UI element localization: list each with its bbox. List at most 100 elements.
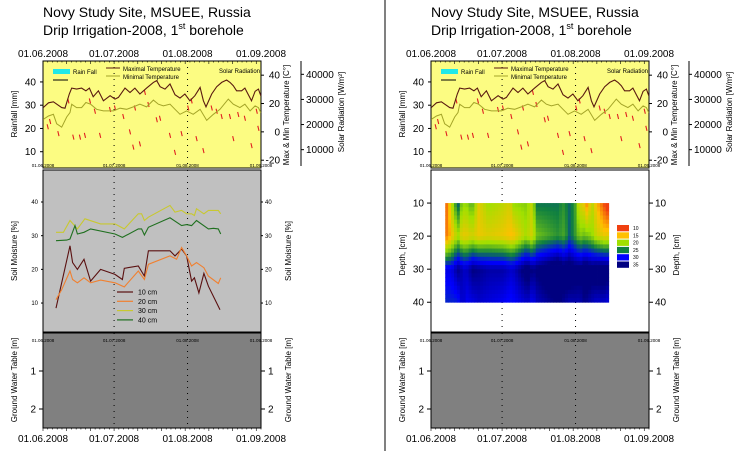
solar-radiation-mark xyxy=(143,89,147,96)
heatmap-cell xyxy=(526,269,531,274)
heatmap-cell xyxy=(544,260,548,266)
heatmap-cell xyxy=(532,244,537,249)
heatmap-cell xyxy=(486,203,490,208)
heatmap-cell xyxy=(594,265,598,270)
heatmap-cell xyxy=(480,231,484,237)
solar-radiation-mark xyxy=(128,129,132,135)
heatmap-cell xyxy=(483,240,487,245)
contour-legend-label: 20 xyxy=(633,241,639,247)
heatmap-cell xyxy=(553,219,557,225)
heatmap-cell xyxy=(582,236,586,241)
heatmap-cell xyxy=(597,211,601,216)
heatmap-cell xyxy=(599,215,604,220)
heatmap-cell xyxy=(465,203,469,208)
heatmap-cell xyxy=(515,252,519,258)
heatmap-cell xyxy=(602,227,607,233)
heatmap-cell xyxy=(576,285,580,291)
heatmap-cell xyxy=(582,211,586,216)
title-part: Drip Irrigation-2008, 1 xyxy=(43,22,179,38)
temperature-tick-label: 0 xyxy=(274,127,280,138)
heatmap-cell xyxy=(506,277,510,282)
heatmap-cell xyxy=(453,298,458,303)
heatmap-cell xyxy=(459,265,464,270)
heatmap-cell xyxy=(483,252,487,258)
heatmap-cell xyxy=(541,240,545,245)
heatmap-cell xyxy=(459,236,464,241)
inner-date-label: 01.07.2008 xyxy=(491,338,514,343)
heatmap-cell xyxy=(582,256,586,262)
heatmap-cell xyxy=(559,248,563,254)
heatmap-cell xyxy=(509,240,513,245)
heatmap-cell xyxy=(497,293,502,299)
heatmap-cell xyxy=(448,256,452,262)
heatmap-cell xyxy=(451,298,455,303)
heatmap-cell xyxy=(448,273,452,278)
heatmap-cell xyxy=(477,207,481,212)
axis-tick-label: 40 xyxy=(413,77,425,88)
heatmap-cell xyxy=(532,248,537,254)
heatmap-cell xyxy=(553,252,557,258)
heatmap-cell xyxy=(535,248,540,254)
heatmap-cell xyxy=(556,248,560,254)
heatmap-cell xyxy=(602,240,607,245)
heatmap-cell xyxy=(535,215,540,220)
heatmap-cell xyxy=(570,207,575,212)
heatmap-cell xyxy=(553,265,557,270)
heatmap-cell xyxy=(573,260,577,266)
bottom-date-label: 01.07.2008 xyxy=(89,434,139,445)
heatmap-cell xyxy=(480,227,484,233)
heatmap-cell xyxy=(451,236,455,241)
heatmap-cell xyxy=(489,203,493,208)
inner-date-label: 01.07.2008 xyxy=(491,163,514,168)
heatmap-cell xyxy=(550,256,554,262)
heatmap-cell xyxy=(509,252,513,258)
heatmap-cell xyxy=(579,240,583,245)
heatmap-cell xyxy=(602,211,607,216)
heatmap-cell xyxy=(509,293,513,299)
heatmap-cell xyxy=(462,240,467,245)
heatmap-cell xyxy=(532,207,537,212)
heatmap-cell xyxy=(518,231,522,237)
heatmap-cell xyxy=(474,203,478,208)
solar-radiation-mark xyxy=(46,124,49,130)
heatmap-cell xyxy=(588,273,592,278)
heatmap-cell xyxy=(538,248,542,254)
heatmap-cell xyxy=(512,215,516,220)
solar-radiation-mark xyxy=(57,130,60,137)
heatmap-cell xyxy=(451,207,455,212)
heatmap-cell xyxy=(483,231,487,237)
heatmap-cell xyxy=(465,293,469,299)
heatmap-cell xyxy=(491,236,496,241)
solar-radiation-mark xyxy=(180,130,183,137)
heatmap-cell xyxy=(562,281,566,287)
heatmap-cell xyxy=(582,265,586,270)
heatmap-cell xyxy=(451,219,455,225)
heatmap-cell xyxy=(591,223,595,229)
axis-tick-label: 30 xyxy=(25,101,37,112)
heatmap-cell xyxy=(532,293,537,299)
heatmap-cell xyxy=(562,256,566,262)
heatmap-cell xyxy=(588,203,592,208)
heatmap-cell xyxy=(512,281,516,287)
heatmap-cell xyxy=(529,203,534,208)
heatmap-cell xyxy=(524,211,528,216)
heatmap-cell xyxy=(576,260,580,266)
heatmap-cell xyxy=(597,244,601,249)
title-part: st xyxy=(178,21,186,31)
heatmap-cell xyxy=(556,207,560,212)
heatmap-cell xyxy=(591,293,595,299)
heatmap-cell xyxy=(451,260,455,266)
heatmap-cell xyxy=(591,211,595,216)
heatmap-cell xyxy=(456,219,461,225)
heatmap-cell xyxy=(524,281,528,287)
heatmap-cell xyxy=(503,289,507,295)
heatmap-cell xyxy=(491,293,496,299)
heatmap-cell xyxy=(468,248,472,254)
heatmap-cell xyxy=(559,281,563,287)
heatmap-cell xyxy=(579,231,583,237)
contour-legend-swatch xyxy=(617,239,629,246)
heatmap-cell xyxy=(465,223,469,229)
heatmap-cell xyxy=(597,236,601,241)
heatmap-cell xyxy=(509,273,513,278)
heatmap-cell xyxy=(591,236,595,241)
